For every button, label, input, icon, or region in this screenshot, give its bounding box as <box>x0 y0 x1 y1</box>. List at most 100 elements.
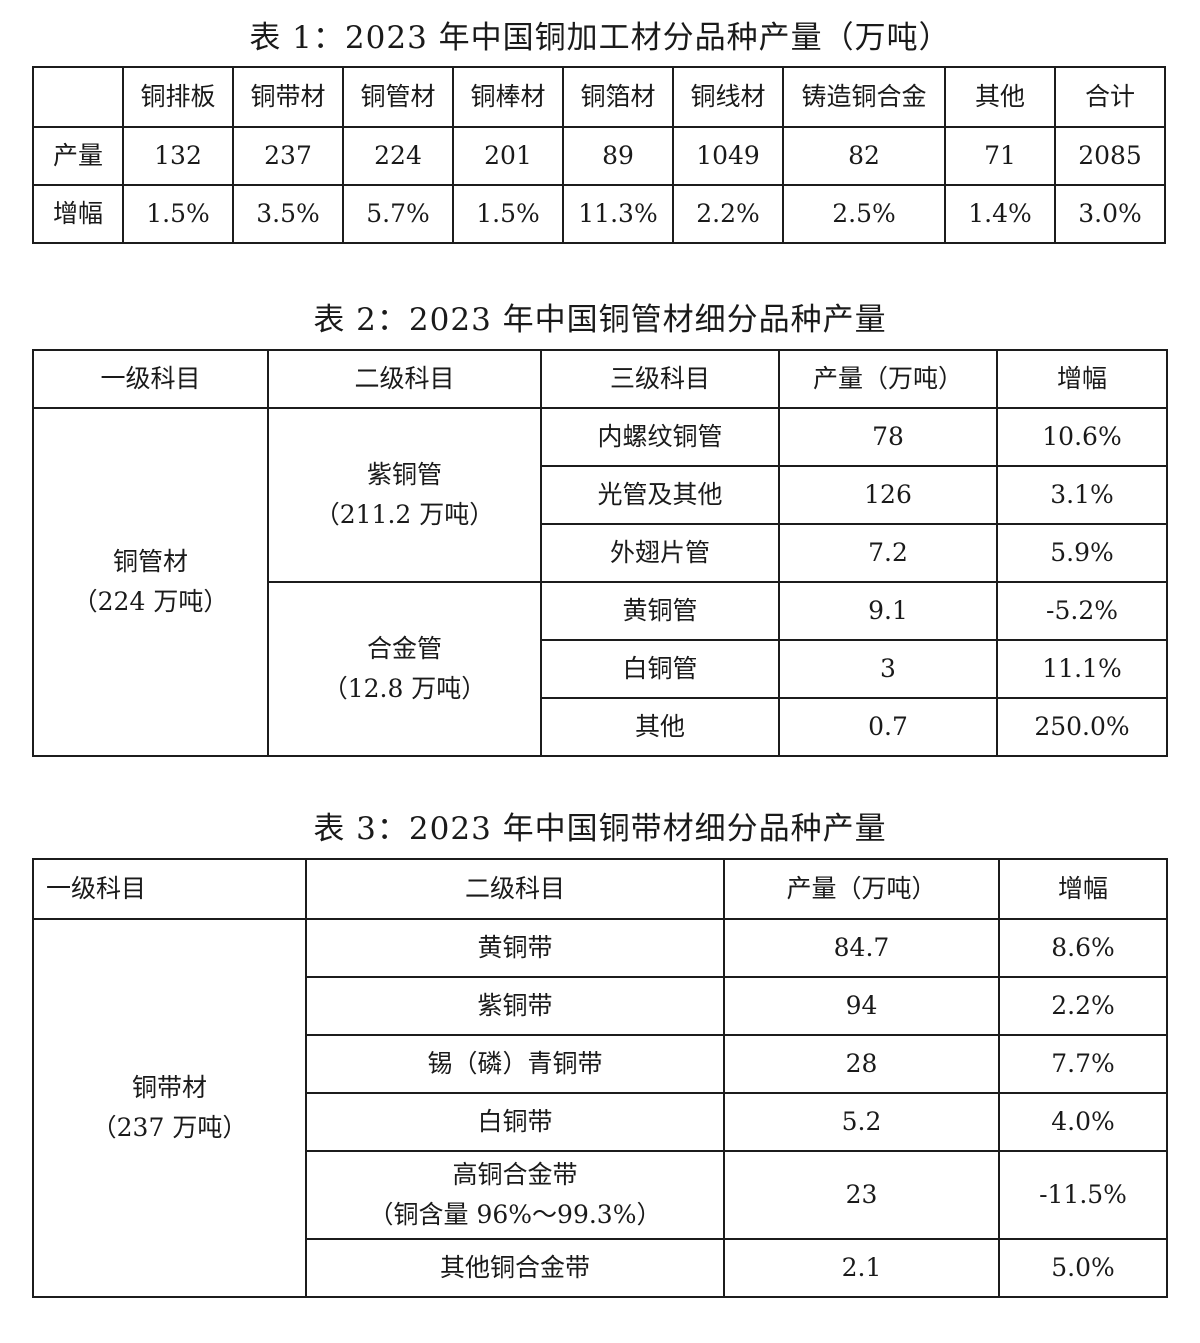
table2-header-cell: 三级科目 <box>540 349 780 409</box>
table2-caption: 表 2：2023 年中国铜管材细分品种产量 <box>313 302 887 338</box>
table3-item-qty: 84.7 <box>723 918 1000 978</box>
table3-item-name: 黄铜带 <box>305 918 725 978</box>
table1-row-label: 增幅 <box>32 184 124 244</box>
table1-header-cell: 铜箔材 <box>562 66 674 128</box>
table1-header-cell: 铜排板 <box>122 66 234 128</box>
table1-header-cell <box>32 66 124 128</box>
table1-cell: 89 <box>562 126 674 186</box>
table3-item-qty: 94 <box>723 976 1000 1036</box>
table1-cell: 237 <box>232 126 344 186</box>
table1-header-cell: 其他 <box>944 66 1056 128</box>
table-row: 其他 0.7 250.0% <box>33 697 1168 757</box>
table2-group-total: （211.2 万吨） <box>314 500 495 529</box>
table1-cell: 224 <box>342 126 454 186</box>
table1-cell: 3.0% <box>1054 184 1166 244</box>
table1-cell: 71 <box>944 126 1056 186</box>
table1-header-cell: 铜线材 <box>672 66 784 128</box>
table3-header-cell: 一级科目 <box>32 858 307 920</box>
table-row: 合金管 （12.8 万吨） 黄铜管 9.1 -5.2% <box>33 581 1168 757</box>
table2-group-name: 合金管 <box>366 634 442 663</box>
table1-cell: 2.2% <box>672 184 784 244</box>
table-row: 铜管材 （224 万吨） 紫铜管 （211.2 万吨） 内螺纹铜管 78 10.… <box>32 407 1168 757</box>
table2-level1-cell: 铜管材 （224 万吨） <box>32 407 269 757</box>
table2-item-growth: 3.1% <box>996 465 1168 525</box>
table2-header-cell: 一级科目 <box>32 349 269 409</box>
table2-group-name: 紫铜管 <box>366 460 442 489</box>
table3-item-note: （铜含量 96%～99.3%） <box>368 1200 662 1229</box>
table3-caption: 表 3：2023 年中国铜带材细分品种产量 <box>313 811 887 847</box>
table1: 铜排板 铜带材 铜管材 铜棒材 铜箔材 铜线材 铸造铜合金 其他 合计 产量 1… <box>32 66 1166 244</box>
table3-item-growth: 8.6% <box>998 918 1168 978</box>
table3-level1-cell: 铜带材 （237 万吨） <box>32 918 307 1298</box>
table2-level1-total: （224 万吨） <box>72 587 229 616</box>
table3-header-cell: 增幅 <box>998 858 1168 920</box>
table1-header-cell: 铜棒材 <box>452 66 564 128</box>
table3-item-growth: -11.5% <box>998 1150 1168 1240</box>
table3: 一级科目 二级科目 产量（万吨） 增幅 铜带材 （237 万吨） 黄铜带 84.… <box>32 858 1168 1298</box>
table3-item-growth: 5.0% <box>998 1238 1168 1298</box>
table-row: 高铜合金带 （铜含量 96%～99.3%） 23 -11.5% <box>33 1150 1168 1240</box>
table2-item-name: 内螺纹铜管 <box>540 407 780 467</box>
table2-group-cell: 紫铜管 （211.2 万吨） <box>267 407 542 583</box>
table1-cell: 11.3% <box>562 184 674 244</box>
table2: 一级科目 二级科目 三级科目 产量（万吨） 增幅 铜管材 （224 万吨） 紫铜… <box>32 349 1168 757</box>
table2-item-growth: 10.6% <box>996 407 1168 467</box>
table3-item-growth: 4.0% <box>998 1092 1168 1152</box>
table-row: 紫铜带 94 2.2% <box>33 976 1168 1036</box>
table2-item-growth: 5.9% <box>996 523 1168 583</box>
table2-item-name: 光管及其他 <box>540 465 780 525</box>
table3-item-name: 高铜合金带 <box>452 1160 578 1189</box>
table-row: 光管及其他 126 3.1% <box>33 465 1168 525</box>
table1-cell: 2085 <box>1054 126 1166 186</box>
table1-row-label: 产量 <box>32 126 124 186</box>
table2-header-cell: 产量（万吨） <box>778 349 998 409</box>
table1-caption: 表 1：2023 年中国铜加工材分品种产量（万吨） <box>249 20 951 56</box>
table3-item-name-cell: 高铜合金带 （铜含量 96%～99.3%） <box>305 1150 725 1240</box>
table3-item-name: 紫铜带 <box>305 976 725 1036</box>
table1-row-growth: 增幅 1.5% 3.5% 5.7% 1.5% 11.3% 2.2% 2.5% 1… <box>32 184 1166 244</box>
table2-header-cell: 增幅 <box>996 349 1168 409</box>
table3-level1-name: 铜带材 <box>131 1073 207 1102</box>
table1-header-row: 铜排板 铜带材 铜管材 铜棒材 铜箔材 铜线材 铸造铜合金 其他 合计 <box>32 66 1166 128</box>
table3-item-qty: 2.1 <box>723 1238 1000 1298</box>
table1-header-cell: 合计 <box>1054 66 1166 128</box>
table1-row-production: 产量 132 237 224 201 89 1049 82 71 2085 <box>32 126 1166 186</box>
table3-header-cell: 二级科目 <box>305 858 725 920</box>
table3-item-qty: 5.2 <box>723 1092 1000 1152</box>
table1-header-cell: 铜带材 <box>232 66 344 128</box>
table2-group-total: （12.8 万吨） <box>322 674 487 703</box>
table1-header-cell: 铸造铜合金 <box>782 66 946 128</box>
table-row: 白铜管 3 11.1% <box>33 639 1168 699</box>
table-row: 其他铜合金带 2.1 5.0% <box>33 1238 1168 1298</box>
table2-item-qty: 126 <box>778 465 998 525</box>
table3-header-row: 一级科目 二级科目 产量（万吨） 增幅 <box>32 858 1168 920</box>
table2-item-name: 其他 <box>540 697 780 757</box>
table-row: 外翅片管 7.2 5.9% <box>33 523 1168 583</box>
table2-item-qty: 78 <box>778 407 998 467</box>
table3-header-cell: 产量（万吨） <box>723 858 1000 920</box>
table3-item-qty: 23 <box>723 1150 1000 1240</box>
table1-cell: 5.7% <box>342 184 454 244</box>
table3-item-qty: 28 <box>723 1034 1000 1094</box>
table1-cell: 1.5% <box>122 184 234 244</box>
table-row: 铜带材 （237 万吨） 黄铜带 84.7 8.6% <box>32 918 1168 1298</box>
table3-item-name: 白铜带 <box>305 1092 725 1152</box>
table2-item-growth: 11.1% <box>996 639 1168 699</box>
table2-item-growth: 250.0% <box>996 697 1168 757</box>
table1-cell: 132 <box>122 126 234 186</box>
table2-group-cell: 合金管 （12.8 万吨） <box>267 581 542 757</box>
table1-cell: 2.5% <box>782 184 946 244</box>
table1-cell: 82 <box>782 126 946 186</box>
table2-item-name: 外翅片管 <box>540 523 780 583</box>
table2-item-name: 黄铜管 <box>540 581 780 641</box>
table2-item-qty: 3 <box>778 639 998 699</box>
table2-header-cell: 二级科目 <box>267 349 542 409</box>
table3-item-growth: 7.7% <box>998 1034 1168 1094</box>
table2-level1-name: 铜管材 <box>112 547 188 576</box>
table-row: 锡（磷）青铜带 28 7.7% <box>33 1034 1168 1094</box>
table3-item-name: 其他铜合金带 <box>305 1238 725 1298</box>
table2-item-qty: 0.7 <box>778 697 998 757</box>
table2-header-row: 一级科目 二级科目 三级科目 产量（万吨） 增幅 <box>32 349 1168 409</box>
table2-item-qty: 7.2 <box>778 523 998 583</box>
table3-item-name: 锡（磷）青铜带 <box>305 1034 725 1094</box>
